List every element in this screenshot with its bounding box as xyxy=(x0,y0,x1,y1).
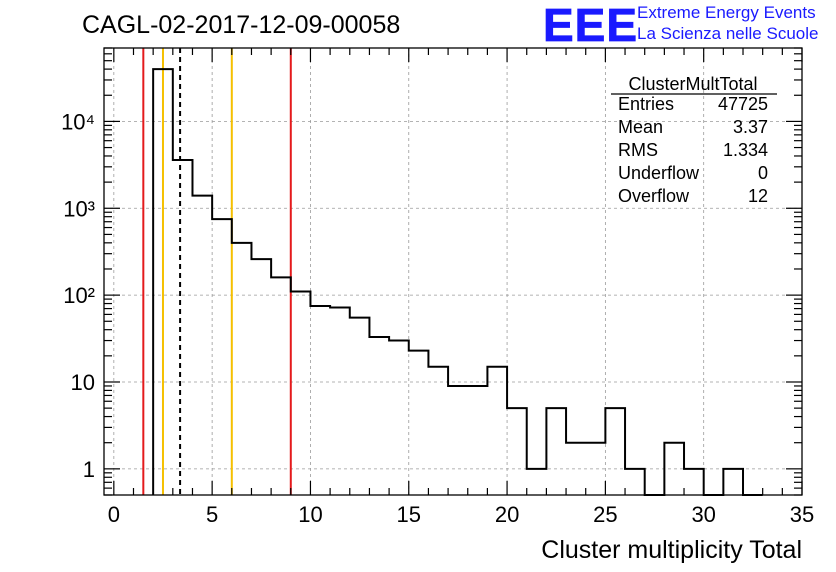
y-tick-label: 1 xyxy=(83,457,95,482)
stats-label: Mean xyxy=(618,117,663,137)
histogram-bin xyxy=(566,443,586,495)
eee-logo-text: EEE xyxy=(543,0,638,51)
histogram-bin xyxy=(625,469,645,495)
histogram-bin xyxy=(173,160,193,495)
stats-value: 0 xyxy=(758,163,768,183)
chart-title: CAGL-02-2017-12-09-00058 xyxy=(82,11,400,39)
stats-value: 3.37 xyxy=(733,117,768,137)
eee-logo: EEE Extreme Energy Events La Scienza nel… xyxy=(543,0,819,51)
y-tick-label: 10 xyxy=(71,370,95,395)
plot-frame xyxy=(103,47,803,496)
x-axis-label: Cluster multiplicity Total xyxy=(541,536,802,564)
x-tick-label: 25 xyxy=(593,502,617,527)
stats-value: 12 xyxy=(748,186,768,206)
x-tick-label: 10 xyxy=(298,502,322,527)
histogram-bin xyxy=(350,318,370,495)
y-tick-label: 10² xyxy=(63,283,95,308)
x-tick-label: 30 xyxy=(691,502,715,527)
histogram-bin xyxy=(310,306,330,495)
histogram-bin xyxy=(586,443,606,495)
stats-box: ClusterMultTotal Entries 47725 Mean 3.37 RMS… xyxy=(611,74,777,206)
stats-label: RMS xyxy=(618,140,658,160)
stats-title: ClusterMultTotal xyxy=(628,74,757,94)
y-tick-label: 10⁴ xyxy=(61,109,95,134)
histogram-bin xyxy=(605,408,625,495)
histogram-bin xyxy=(389,341,409,495)
x-tick-label: 0 xyxy=(108,502,120,527)
stats-value: 47725 xyxy=(718,94,768,114)
marker-lines xyxy=(142,48,292,495)
histogram-bin xyxy=(723,469,743,495)
stats-value: 1.334 xyxy=(723,140,768,160)
stats-label: Underflow xyxy=(618,163,700,183)
histogram-bin xyxy=(468,386,488,495)
histogram-bin xyxy=(271,277,291,495)
histogram-bin xyxy=(232,243,252,495)
x-tick-label: 20 xyxy=(495,502,519,527)
y-axis: 1 10 10² 10³ 10⁴ xyxy=(61,47,802,496)
histogram-bin xyxy=(153,69,173,495)
grid-lines xyxy=(104,48,802,495)
histogram-bin xyxy=(448,386,468,495)
eee-logo-line2: La Scienza nelle Scuole xyxy=(637,24,818,43)
histogram-bin xyxy=(192,196,212,495)
eee-logo-line1: Extreme Energy Events xyxy=(637,3,816,22)
histogram-bins xyxy=(152,68,763,496)
x-tick-label: 35 xyxy=(790,502,814,527)
histogram-bin xyxy=(369,337,389,495)
histogram-bin xyxy=(291,292,311,495)
histogram-bin xyxy=(409,351,429,495)
histogram-bin xyxy=(428,367,448,495)
x-axis: 0 5 10 15 20 25 30 35 xyxy=(108,48,814,527)
histogram-bin xyxy=(684,469,704,495)
stats-label: Overflow xyxy=(618,186,690,206)
histogram-bin xyxy=(251,259,271,495)
x-tick-label: 15 xyxy=(397,502,421,527)
histogram-bin xyxy=(212,219,232,495)
histogram-bin xyxy=(487,367,507,495)
histogram-bin xyxy=(546,408,566,495)
plot-border xyxy=(103,47,803,496)
y-tick-label: 10³ xyxy=(63,196,95,221)
histogram-bin xyxy=(527,469,547,495)
histogram-bin xyxy=(507,408,527,495)
histogram-bin xyxy=(330,308,350,495)
x-tick-label: 5 xyxy=(206,502,218,527)
stats-label: Entries xyxy=(618,94,674,114)
histogram-bin xyxy=(664,443,684,495)
